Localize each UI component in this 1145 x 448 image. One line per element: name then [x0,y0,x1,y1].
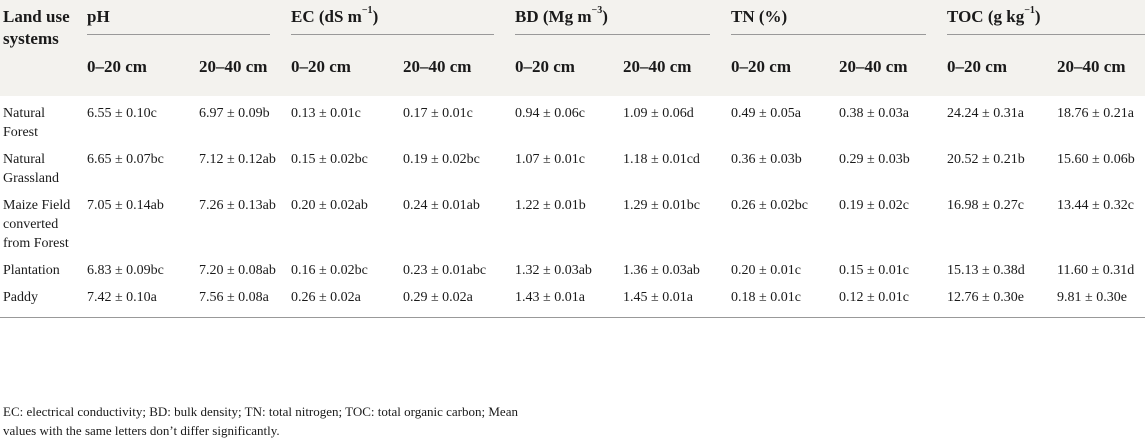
depth-header: 20–40 cm [196,38,288,96]
table-body: Natural Forest 6.55 ± 0.10c 6.97 ± 0.09b 0.… [0,96,1145,318]
value-cell: 16.98 ± 0.27c [947,198,1024,213]
value-cell: 1.07 ± 0.01c [515,152,585,167]
value-cell: 11.60 ± 0.31d [1057,263,1135,278]
value-cell: 6.97 ± 0.09b [199,106,270,121]
soil-properties-table: Land use systems pH EC (dS m−1) BD (Mg m… [0,0,1145,318]
group-header-row: Land use systems pH EC (dS m−1) BD (Mg m… [0,0,1145,96]
table-row: Paddy 7.42 ± 0.10a 7.56 ± 0.08a 0.26 ± 0.02… [0,280,1145,318]
value-cell: 6.83 ± 0.09bc [87,263,164,278]
land-use-header: Land use systems [0,0,84,96]
value-cell: 0.49 ± 0.05a [731,106,801,121]
value-cell: 6.65 ± 0.07bc [87,152,164,167]
value-cell: 0.36 ± 0.03b [731,152,802,167]
value-cell: 0.16 ± 0.02bc [291,263,368,278]
value-cell: 0.24 ± 0.01ab [403,198,480,213]
value-cell: 0.94 ± 0.06c [515,106,585,121]
depth-header: 0–20 cm [288,38,400,96]
depth-header: 0–20 cm [728,38,837,96]
depth-header: 20–40 cm [620,38,729,96]
value-cell: 12.76 ± 0.30e [944,280,1055,318]
value-cell: 0.29 ± 0.03b [839,152,910,167]
depth-header: 20–40 cm [400,38,513,96]
value-cell: 24.24 ± 0.31a [947,106,1024,121]
value-cell: 0.29 ± 0.02a [400,280,513,318]
value-cell: 0.23 ± 0.01abc [403,263,487,278]
table-row: Natural Forest 6.55 ± 0.10c 6.97 ± 0.09b 0.… [0,96,1145,142]
value-cell: 0.38 ± 0.03a [839,106,909,121]
value-cell: 7.05 ± 0.14ab [87,198,164,213]
value-cell: 7.56 ± 0.08a [196,280,288,318]
depth-header: 20–40 cm [836,38,945,96]
land-use-cell: Maize Field converted from Forest [3,198,71,251]
value-cell: 0.20 ± 0.02ab [291,198,368,213]
depth-header: 0–20 cm [944,38,1055,96]
depth-header: 20–40 cm [1054,38,1145,96]
value-cell: 0.26 ± 0.02bc [731,198,808,213]
group-label-bd: BD (Mg m−3) [515,6,711,35]
value-cell: 0.15 ± 0.01c [839,263,909,278]
group-label-ph: pH [87,6,270,35]
value-cell: 7.42 ± 0.10a [84,280,196,318]
group-header-ec: EC (dS m−1) [288,0,513,38]
group-header-toc: TOC (g kg−1) [944,0,1145,38]
value-cell: 7.26 ± 0.13ab [199,198,276,213]
land-use-cell: Natural Forest [3,106,45,140]
group-header-bd: BD (Mg m−3) [512,0,729,38]
group-label-tn: TN (%) [731,6,927,35]
value-cell: 1.09 ± 0.06d [623,106,694,121]
value-cell: 0.15 ± 0.02bc [291,152,368,167]
value-cell: 20.52 ± 0.21b [947,152,1025,167]
value-cell: 7.20 ± 0.08ab [199,263,276,278]
value-cell: 18.76 ± 0.21a [1057,106,1134,121]
depth-header: 0–20 cm [512,38,621,96]
table-row: Maize Field converted from Forest 7.05 ± … [0,188,1145,253]
table-row: Natural Grassland 6.65 ± 0.07bc 7.12 ± 0.1… [0,142,1145,188]
value-cell: 9.81 ± 0.30e [1054,280,1145,318]
value-cell: 1.32 ± 0.03ab [515,263,592,278]
value-cell: 6.55 ± 0.10c [87,106,157,121]
value-cell: 1.36 ± 0.03ab [623,263,700,278]
group-label-ec: EC (dS m−1) [291,6,495,35]
depth-header-row: 0–20 cm 20–40 cm 0–20 cm 20–40 cm 0–20 c… [0,38,1145,96]
depth-header: 0–20 cm [84,38,196,96]
value-cell: 0.26 ± 0.02a [288,280,400,318]
value-cell: 1.43 ± 0.01a [512,280,621,318]
value-cell: 7.12 ± 0.12ab [199,152,276,167]
value-cell: 0.17 ± 0.01c [403,106,473,121]
value-cell: 1.29 ± 0.01bc [623,198,700,213]
land-use-cell: Plantation [3,263,60,278]
value-cell: 0.19 ± 0.02bc [403,152,480,167]
value-cell: 0.19 ± 0.02c [839,198,909,213]
value-cell: 1.18 ± 0.01cd [623,152,700,167]
group-header-tn: TN (%) [728,0,945,38]
value-cell: 1.22 ± 0.01b [515,198,586,213]
value-cell: 0.13 ± 0.01c [291,106,361,121]
value-cell: 15.60 ± 0.06b [1057,152,1135,167]
value-cell: 0.12 ± 0.01c [836,280,945,318]
value-cell: 0.18 ± 0.01c [728,280,837,318]
value-cell: 0.20 ± 0.01c [731,263,801,278]
group-label-toc: TOC (g kg−1) [947,6,1145,35]
land-use-cell: Natural Grassland [3,152,59,186]
land-use-cell: Paddy [0,280,84,318]
value-cell: 1.45 ± 0.01a [620,280,729,318]
group-header-ph: pH [84,0,288,38]
table-row: Plantation 6.83 ± 0.09bc 7.20 ± 0.08ab 0.16… [0,253,1145,280]
value-cell: 15.13 ± 0.38d [947,263,1025,278]
table-footnote: EC: electrical conductivity; BD: bulk de… [3,404,518,438]
value-cell: 13.44 ± 0.32c [1057,198,1134,213]
